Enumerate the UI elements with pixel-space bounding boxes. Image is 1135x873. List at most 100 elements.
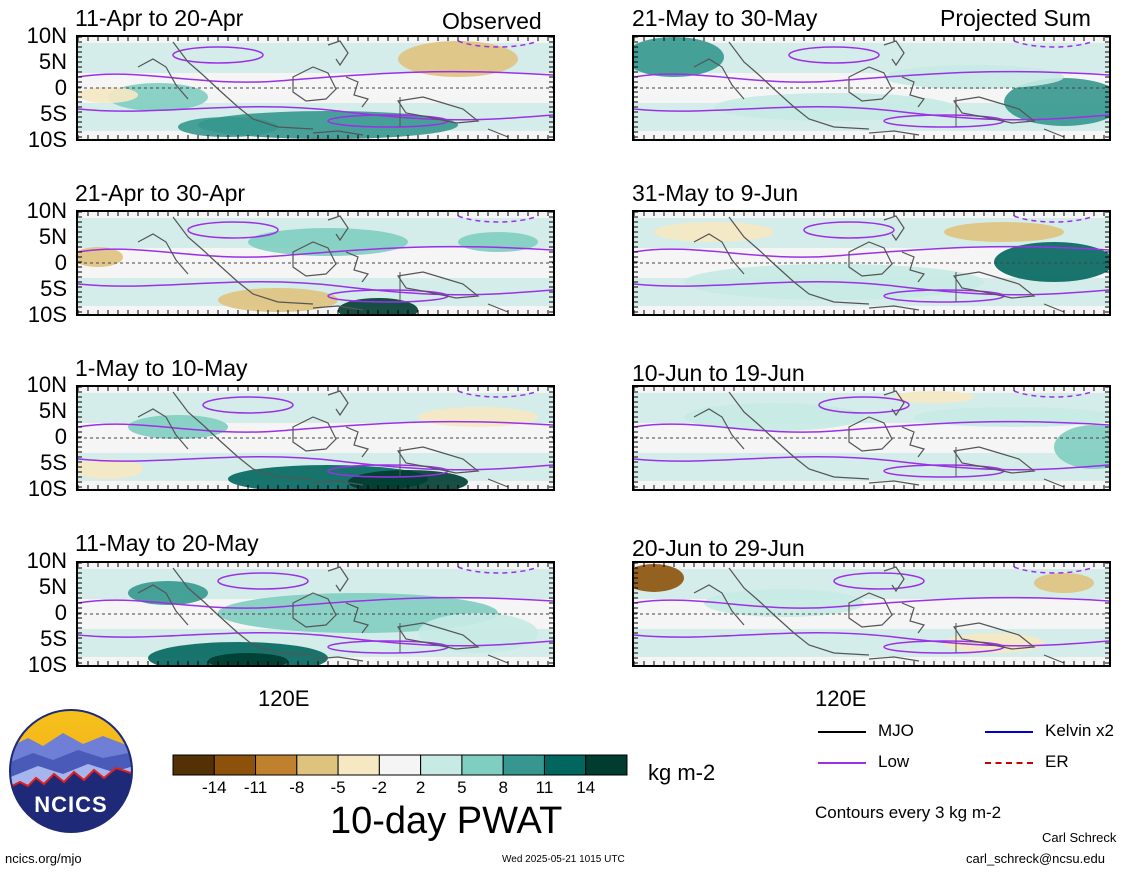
lat-label: 10N (26, 372, 67, 397)
map-panel-7 (632, 385, 1111, 491)
pwat-anomaly-blob (78, 459, 143, 479)
ncics-logo: NCICS (8, 708, 134, 834)
map-panel-6 (632, 210, 1111, 316)
pwat-anomaly-blob (128, 415, 228, 439)
lon-label-left: 120E (258, 686, 310, 711)
colorbar-swatch (296, 754, 339, 776)
pwat-map (634, 387, 1109, 489)
lat-label: 0 (54, 250, 67, 275)
logo-text: NCICS (34, 792, 108, 817)
lat-label: 5N (38, 49, 67, 74)
pwat-anomaly-blob (994, 242, 1109, 282)
pwat-anomaly-blob (78, 247, 123, 267)
colorbar-units: kg m-2 (648, 760, 716, 785)
legend-swatch-mjo (818, 731, 866, 733)
lat-label: 10S (27, 476, 67, 501)
panel-title-8: 20-Jun to 29-Jun (632, 535, 805, 561)
pwat-map (78, 387, 553, 489)
legend-label-er: ER (1045, 752, 1069, 771)
map-panel-8 (632, 561, 1111, 667)
legend-swatch-kelvin (985, 731, 1033, 733)
lat-label: 5N (38, 574, 67, 599)
colorbar-swatch (420, 754, 463, 776)
pwat-anomaly-blob (398, 41, 518, 77)
colorbar-swatch (255, 754, 298, 776)
pwat-map (634, 212, 1109, 314)
pwat-anomaly-blob (894, 391, 974, 403)
colorbar-tick: 5 (457, 778, 467, 797)
lon-label-right: 120E (815, 686, 867, 711)
colorbar-tick: 14 (576, 778, 596, 797)
lat-label: 10S (27, 302, 67, 327)
colorbar-tick: -11 (243, 778, 268, 797)
colorbar-swatch (378, 754, 422, 776)
lat-label: 10N (26, 548, 67, 573)
pwat-anomaly-blob (884, 65, 1064, 89)
lat-label: 10S (27, 652, 67, 677)
lat-label: 0 (54, 600, 67, 625)
panel-title-7: 10-Jun to 19-Jun (632, 360, 805, 386)
footer-email: carl_schreck@ncsu.edu (966, 851, 1105, 866)
colorbar-tick: -14 (201, 778, 227, 797)
panel-title-5: 21-May to 30-May (632, 5, 818, 31)
lat-label: 10N (26, 23, 67, 48)
colorbar (172, 754, 628, 776)
pwat-anomaly-blob (1004, 78, 1109, 126)
panel-title-1: 11-Apr to 20-Apr (75, 5, 244, 31)
map-panel-3 (76, 385, 555, 491)
colorbar-tick: -2 (371, 778, 387, 797)
pwat-anomaly-blob (78, 87, 138, 103)
pwat-anomaly-blob (654, 222, 774, 242)
pwat-anomaly-blob (218, 288, 338, 312)
pwat-anomaly-blob (634, 564, 684, 592)
lat-label: 5S (40, 626, 67, 651)
panel-title-4: 11-May to 20-May (75, 530, 259, 556)
colorbar-swatch (461, 754, 504, 776)
colorbar-swatch (213, 754, 257, 776)
colorbar-title: 10-day PWAT (330, 800, 563, 842)
lat-label: 5N (38, 398, 67, 423)
colorbar-tick: 11 (535, 778, 554, 797)
legend-swatch-er (985, 762, 1033, 764)
lat-label: 5N (38, 224, 67, 249)
map-panel-4 (76, 561, 555, 667)
legend-label-low: Low (878, 752, 910, 771)
colorbar-tick: 2 (415, 778, 426, 797)
colorbar-swatch (543, 754, 587, 776)
footer-url: ncics.org/mjo (5, 851, 82, 866)
colorbar-swatch (585, 754, 628, 776)
lat-label: 5S (40, 450, 67, 475)
footer-author: Carl Schreck (1042, 830, 1117, 845)
pwat-anomaly-blob (418, 407, 538, 427)
colorbar-tick: 8 (498, 778, 508, 797)
legend-swatch-low (818, 762, 866, 764)
lat-label: 5S (40, 101, 67, 126)
pwat-anomaly-blob (944, 222, 1064, 242)
panel-title-3: 1-May to 10-May (75, 355, 248, 381)
panel-tag-observed: Observed (442, 8, 542, 34)
lat-label: 10N (26, 198, 67, 223)
map-panel-1 (76, 35, 555, 141)
pwat-anomaly-blob (178, 117, 278, 137)
pwat-map (78, 563, 553, 665)
colorbar-swatch (172, 754, 215, 776)
pwat-anomaly-blob (684, 403, 864, 431)
lat-label: 5S (40, 276, 67, 301)
footer-timestamp: Wed 2025-05-21 1015 UTC (502, 854, 625, 865)
legend-note: Contours every 3 kg m-2 (815, 803, 1002, 822)
pwat-map (634, 37, 1109, 139)
pwat-anomaly-blob (704, 589, 864, 617)
legend-label-kelvin: Kelvin x2 (1045, 721, 1114, 740)
lat-label: 10S (27, 127, 67, 152)
pwat-map (634, 563, 1109, 665)
pwat-anomaly-blob (108, 83, 208, 111)
colorbar-swatch (337, 754, 380, 776)
pwat-map (78, 37, 553, 139)
colorbar-tick: -8 (289, 778, 305, 797)
panel-title-2: 21-Apr to 30-Apr (75, 180, 246, 206)
legend-label-mjo: MJO (878, 721, 914, 740)
pwat-anomaly-blob (1034, 573, 1094, 593)
colorbar-swatch (502, 754, 545, 776)
pwat-anomaly-blob (418, 613, 538, 653)
map-panel-5 (632, 35, 1111, 141)
